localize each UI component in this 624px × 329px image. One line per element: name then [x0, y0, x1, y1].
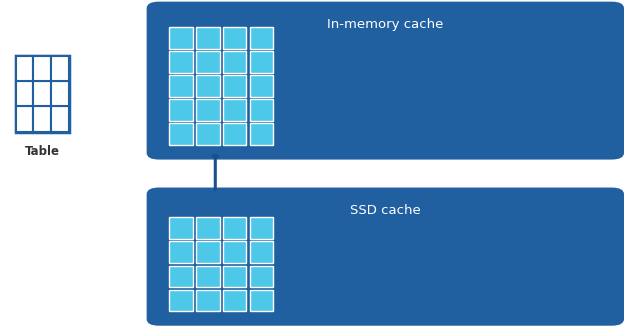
FancyBboxPatch shape — [196, 217, 220, 239]
FancyBboxPatch shape — [169, 27, 193, 49]
FancyBboxPatch shape — [169, 51, 193, 73]
FancyBboxPatch shape — [33, 106, 51, 132]
FancyBboxPatch shape — [33, 56, 51, 81]
FancyBboxPatch shape — [223, 123, 246, 145]
FancyBboxPatch shape — [16, 106, 33, 132]
FancyBboxPatch shape — [250, 51, 273, 73]
FancyBboxPatch shape — [196, 27, 220, 49]
FancyBboxPatch shape — [196, 266, 220, 287]
Text: In-memory cache: In-memory cache — [327, 18, 444, 31]
FancyBboxPatch shape — [223, 241, 246, 263]
FancyBboxPatch shape — [196, 123, 220, 145]
FancyBboxPatch shape — [250, 27, 273, 49]
FancyBboxPatch shape — [147, 188, 624, 326]
FancyBboxPatch shape — [147, 2, 624, 160]
FancyBboxPatch shape — [51, 106, 69, 132]
FancyBboxPatch shape — [223, 75, 246, 97]
FancyBboxPatch shape — [196, 290, 220, 311]
FancyBboxPatch shape — [51, 56, 69, 81]
FancyBboxPatch shape — [196, 75, 220, 97]
FancyBboxPatch shape — [169, 123, 193, 145]
FancyBboxPatch shape — [196, 51, 220, 73]
FancyBboxPatch shape — [196, 241, 220, 263]
FancyBboxPatch shape — [250, 241, 273, 263]
FancyBboxPatch shape — [223, 27, 246, 49]
FancyBboxPatch shape — [33, 81, 51, 106]
FancyBboxPatch shape — [169, 241, 193, 263]
FancyBboxPatch shape — [16, 56, 33, 81]
FancyBboxPatch shape — [223, 290, 246, 311]
FancyBboxPatch shape — [169, 75, 193, 97]
FancyBboxPatch shape — [169, 99, 193, 121]
FancyBboxPatch shape — [169, 217, 193, 239]
FancyBboxPatch shape — [250, 290, 273, 311]
FancyBboxPatch shape — [16, 81, 33, 106]
Text: Table: Table — [24, 145, 60, 158]
FancyBboxPatch shape — [169, 266, 193, 287]
FancyBboxPatch shape — [223, 217, 246, 239]
FancyBboxPatch shape — [169, 290, 193, 311]
FancyBboxPatch shape — [223, 51, 246, 73]
FancyBboxPatch shape — [223, 99, 246, 121]
FancyBboxPatch shape — [51, 81, 69, 106]
FancyBboxPatch shape — [16, 56, 69, 132]
FancyBboxPatch shape — [196, 99, 220, 121]
Text: SSD cache: SSD cache — [350, 204, 421, 217]
FancyBboxPatch shape — [250, 99, 273, 121]
FancyBboxPatch shape — [223, 266, 246, 287]
FancyBboxPatch shape — [250, 123, 273, 145]
FancyBboxPatch shape — [250, 266, 273, 287]
FancyBboxPatch shape — [250, 217, 273, 239]
FancyBboxPatch shape — [250, 75, 273, 97]
